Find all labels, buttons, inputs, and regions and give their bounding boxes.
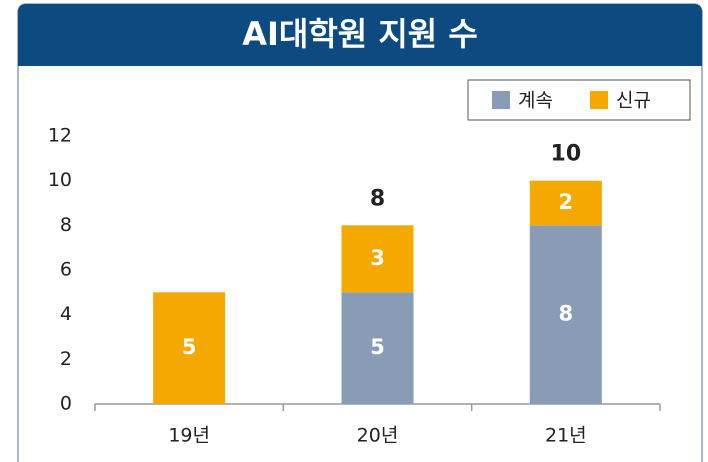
x-tick-label: 19년 (168, 425, 210, 447)
y-tick-label: 2 (60, 348, 72, 370)
legend-swatch (492, 91, 510, 109)
x-tick-label: 20년 (357, 425, 399, 447)
total-label: 8 (370, 186, 385, 211)
data-label: 3 (370, 246, 385, 270)
data-label: 5 (182, 335, 197, 359)
bar-segment (529, 180, 602, 226)
chart-title: AI대학원 지원 수 (242, 15, 478, 53)
y-tick-label: 12 (48, 125, 72, 147)
bar-segment (341, 292, 414, 404)
data-label: 8 (559, 302, 574, 326)
y-tick-label: 0 (60, 393, 72, 415)
y-tick-label: 10 (48, 169, 72, 191)
bar-segment (529, 225, 602, 404)
data-label: 2 (559, 190, 574, 214)
y-tick-label: 4 (60, 303, 72, 325)
y-tick-label: 8 (60, 214, 72, 236)
legend-label: 신규 (616, 90, 651, 112)
title-bar (18, 4, 702, 66)
x-tick-label: 21년 (545, 425, 587, 447)
legend-label: 계속 (518, 90, 553, 112)
total-label: 10 (551, 142, 582, 167)
y-tick-label: 6 (60, 259, 72, 281)
legend-swatch (590, 91, 608, 109)
bar-segment (153, 292, 226, 404)
bar-segment (341, 225, 414, 293)
data-label: 5 (370, 335, 385, 359)
